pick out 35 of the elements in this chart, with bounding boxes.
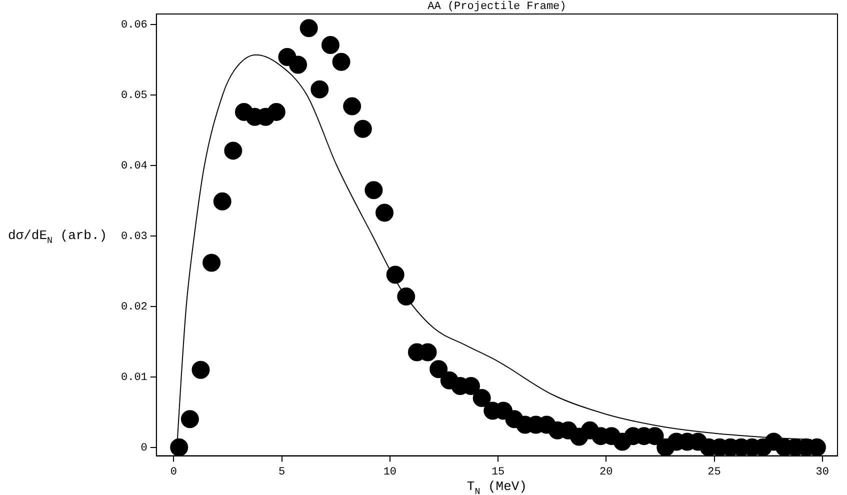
point bbox=[386, 266, 404, 284]
x-tick-label: 30 bbox=[816, 466, 829, 478]
y-tick-label: 0.06 bbox=[121, 19, 148, 32]
y-tick-label: 0.04 bbox=[121, 160, 148, 172]
point bbox=[321, 36, 340, 54]
y-tick-label: 0.05 bbox=[121, 90, 148, 102]
y-tick-label: 0 bbox=[140, 442, 148, 454]
x-tick-label: 15 bbox=[491, 466, 505, 478]
point bbox=[289, 56, 308, 74]
y-tick-label: 0.02 bbox=[121, 301, 148, 314]
point bbox=[343, 97, 362, 116]
point bbox=[170, 438, 188, 456]
point bbox=[364, 181, 383, 200]
x-tick-label: 20 bbox=[600, 466, 613, 478]
point bbox=[180, 410, 199, 428]
point bbox=[354, 120, 372, 138]
point bbox=[267, 102, 286, 121]
point bbox=[300, 19, 318, 38]
point bbox=[213, 192, 232, 210]
point bbox=[192, 360, 210, 379]
point bbox=[376, 204, 394, 222]
x-tick-label: 5 bbox=[278, 466, 286, 478]
point bbox=[472, 389, 491, 408]
y-tick-label: 0.01 bbox=[121, 372, 148, 384]
point bbox=[332, 52, 350, 71]
chart-title: AA (Projectile Frame) bbox=[428, 1, 566, 13]
point bbox=[202, 254, 221, 272]
point bbox=[310, 80, 329, 98]
point bbox=[430, 360, 448, 378]
point bbox=[224, 142, 242, 160]
point bbox=[397, 288, 416, 306]
x-tick-label: 0 bbox=[170, 466, 178, 478]
x-tick-label: 10 bbox=[383, 466, 397, 478]
y-tick-label: 0.03 bbox=[121, 230, 148, 243]
x-tick-label: 25 bbox=[708, 466, 721, 478]
